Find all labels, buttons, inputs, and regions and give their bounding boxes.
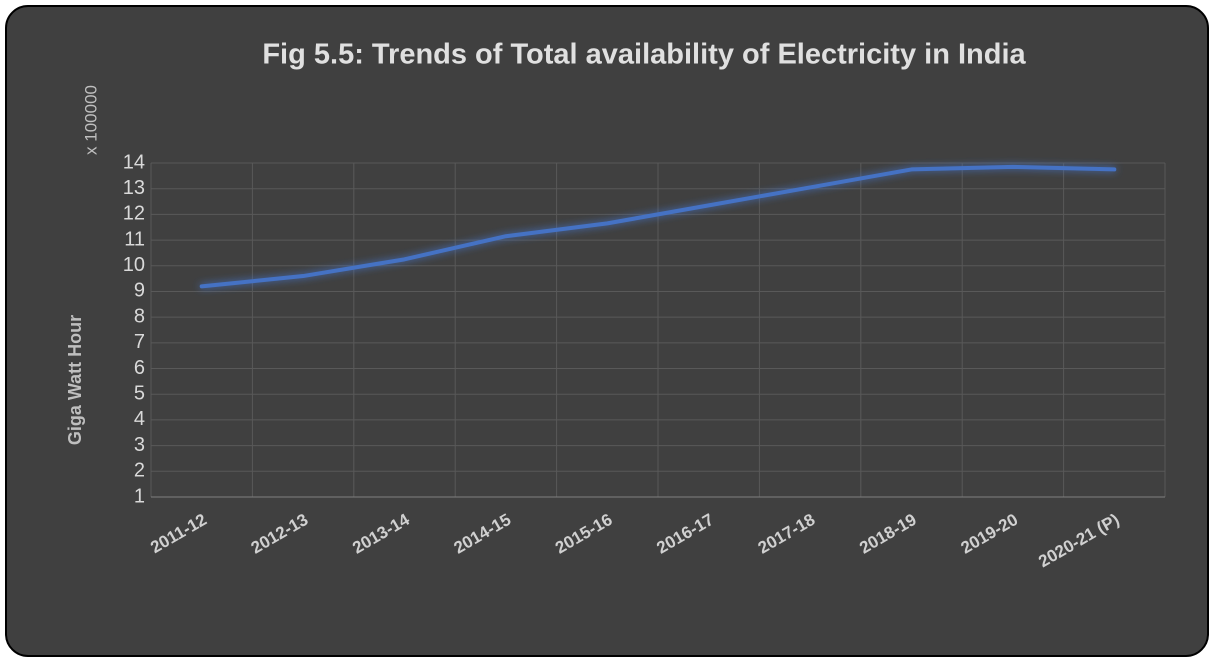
y-tick-label: 6 <box>134 357 145 379</box>
y-tick-label: 12 <box>123 203 145 225</box>
y-tick-label: 14 <box>123 151 145 173</box>
y-tick-label: 9 <box>134 280 145 302</box>
chart-background <box>5 5 1209 657</box>
y-tick-label: 13 <box>123 177 145 199</box>
data-line <box>199 164 1117 289</box>
y-tick-label: 1 <box>134 485 145 507</box>
y-tick-label: 7 <box>134 331 145 353</box>
y-tick-label: 5 <box>134 383 145 405</box>
chart-title: Fig 5.5: Trends of Total availability of… <box>262 39 1026 71</box>
y-tick-label: 4 <box>134 408 145 430</box>
y-axis-label: Giga Watt Hour <box>65 315 85 445</box>
y-tick-label: 8 <box>134 305 145 327</box>
y-tick-label: 3 <box>134 434 145 456</box>
y-tick-label: 11 <box>124 228 145 250</box>
y-tick-label: 2 <box>134 460 145 482</box>
y-tick-label: 10 <box>123 254 145 276</box>
display-unit-label: x 100000 <box>81 85 100 155</box>
